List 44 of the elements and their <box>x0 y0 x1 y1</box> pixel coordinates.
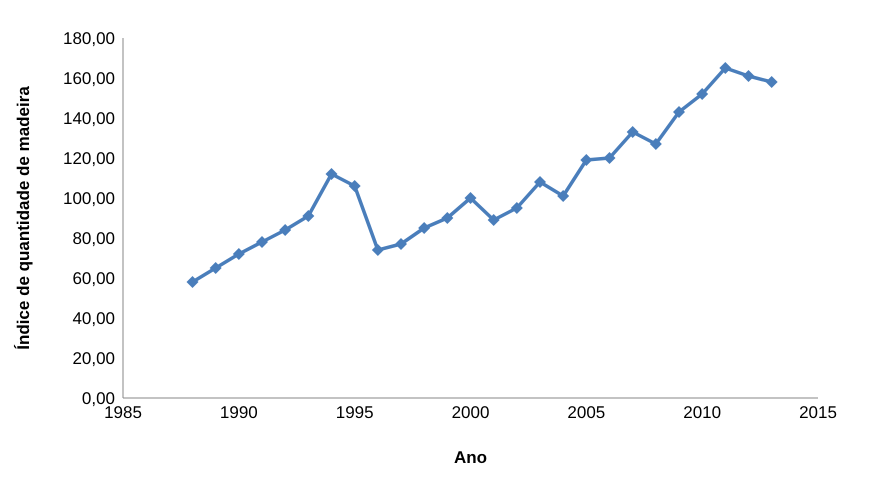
x-tick-label: 1985 <box>104 403 142 422</box>
point <box>256 236 268 248</box>
point <box>534 176 546 188</box>
y-tick-label: 40,00 <box>72 309 115 328</box>
point <box>557 190 570 202</box>
point <box>488 214 500 226</box>
point <box>766 76 778 88</box>
point <box>279 224 292 236</box>
point <box>604 152 616 164</box>
y-axis-title: Índice de quantidade de madeira <box>13 86 34 350</box>
y-tick-label: 140,00 <box>63 109 115 128</box>
y-tick-label: 80,00 <box>72 229 115 248</box>
point <box>348 180 361 192</box>
y-tick-label: 100,00 <box>63 189 115 208</box>
point <box>742 70 754 82</box>
point <box>210 262 222 274</box>
point <box>395 238 407 250</box>
point <box>418 222 430 234</box>
y-tick-label: 60,00 <box>72 269 115 288</box>
point <box>441 212 454 224</box>
y-tick-label: 160,00 <box>63 69 115 88</box>
point <box>464 192 476 204</box>
x-tick-label: 2015 <box>799 403 837 422</box>
point <box>650 138 662 150</box>
y-tick-label: 120,00 <box>63 149 115 168</box>
point <box>232 248 245 260</box>
y-tick-label: 180,00 <box>63 29 115 48</box>
point <box>580 154 592 166</box>
x-tick-label: 2005 <box>567 403 606 422</box>
point <box>326 168 338 180</box>
x-tick-label: 2000 <box>452 403 490 422</box>
point <box>719 62 732 74</box>
x-axis-title: Ano <box>454 448 488 467</box>
point <box>626 126 639 138</box>
point <box>696 88 708 100</box>
y-tick-label: 20,00 <box>72 349 115 368</box>
x-tick-label: 1990 <box>220 403 258 422</box>
point <box>186 276 198 288</box>
point <box>673 106 685 118</box>
x-tick-label: 1995 <box>336 403 374 422</box>
point <box>372 244 384 256</box>
point <box>302 210 314 222</box>
point <box>510 202 523 214</box>
x-tick-label: 2010 <box>683 403 722 422</box>
